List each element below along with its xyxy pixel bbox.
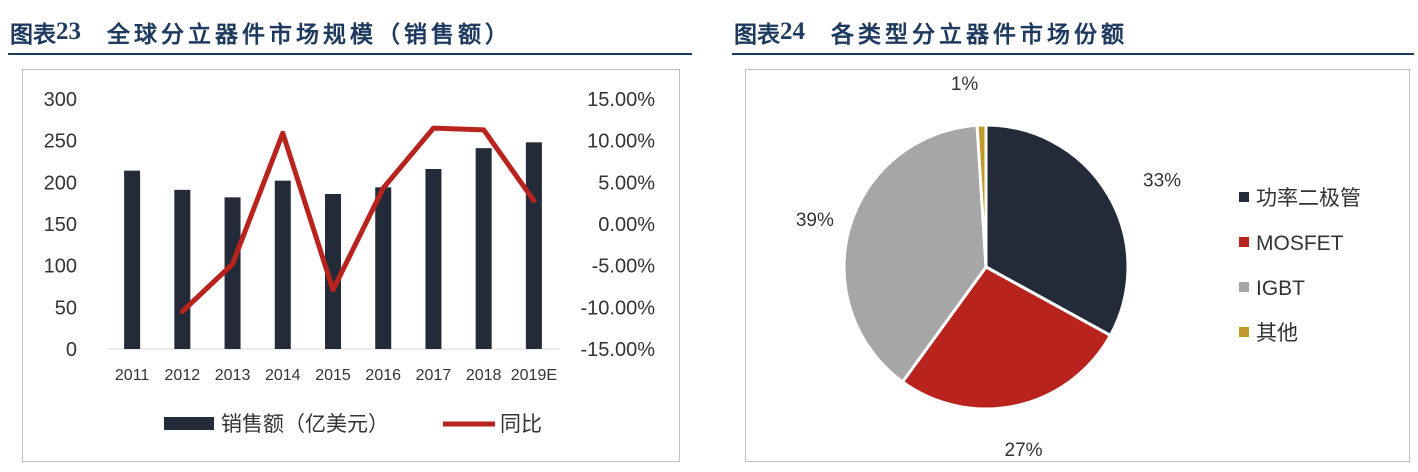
left-axis-tick-label: 150	[44, 214, 77, 236]
right-axis-tick-label: 10.00%	[587, 131, 655, 153]
right-axis-tick-label: 5.00%	[598, 172, 655, 194]
yoy-growth-line	[179, 125, 537, 314]
pie-slice	[975, 123, 988, 268]
left-figure-caption: 全球分立器件市场规模（销售额）	[107, 22, 512, 48]
pie-data-label: 39%	[796, 210, 834, 231]
sales-bar	[174, 189, 191, 349]
sales-bar	[124, 170, 141, 349]
x-axis-tick-label: 2016	[365, 367, 401, 384]
pie-data-label: 27%	[1005, 440, 1043, 461]
right-figure-number: 24	[780, 18, 805, 45]
legend-label: 其他	[1256, 322, 1298, 345]
legend-swatch	[1239, 192, 1249, 202]
pie-slice	[900, 265, 1113, 411]
legend-label: MOSFET	[1256, 232, 1344, 255]
sales-bar	[325, 194, 341, 349]
left-axis-tick-label: 50	[55, 297, 77, 319]
left-axis-tick-label: 0	[66, 339, 77, 361]
bar-line-chart: 0 50 100 150 200 250 300 -15.00% -10.00% -5.00% 0…	[44, 89, 656, 436]
pie-chart-frame: 33% 27% 39% 1% 功率二极管 MOSFET IGBT 其他	[745, 69, 1410, 462]
left-figure-number: 23	[56, 18, 81, 45]
x-axis-tick-label: 2015	[315, 367, 351, 384]
legend-label-sales: 销售额（亿美元）	[221, 413, 389, 436]
left-axis-tick-label: 200	[44, 172, 77, 194]
right-axis-tick-label: -15.00%	[581, 339, 656, 361]
x-axis-tick-label: 2013	[215, 367, 251, 384]
x-axis-tick-label: 2017	[416, 367, 452, 384]
sales-bar	[224, 197, 241, 349]
legend-swatch-bar	[164, 417, 214, 430]
legend-swatch	[1239, 327, 1249, 337]
pie-data-label: 33%	[1143, 170, 1181, 191]
left-figure-title: 图表 23 全球分立器件市场规模（销售额）	[10, 12, 512, 52]
pie-chart: 33% 27% 39% 1% 功率二极管 MOSFET IGBT 其他	[796, 74, 1361, 461]
right-figure-caption: 各类型分立器件市场份额	[831, 22, 1128, 48]
x-axis-tick-label: 2019E	[511, 367, 557, 384]
left-figure-label: 图表	[10, 22, 56, 48]
x-axis-tick-label: 2012	[165, 367, 201, 384]
right-title-rule	[732, 53, 1414, 55]
x-axis-tick-label: 2018	[466, 367, 502, 384]
right-axis-tick-label: 0.00%	[598, 214, 655, 236]
right-figure-title: 图表 24 各类型分立器件市场份额	[734, 12, 1128, 52]
sales-bar	[525, 142, 542, 349]
pie-data-label: 1%	[951, 74, 979, 95]
pie-slice	[842, 123, 988, 384]
sales-bar	[425, 169, 442, 349]
x-axis-tick-label: 2011	[115, 367, 150, 384]
right-axis-tick-label: -10.00%	[581, 297, 656, 319]
right-axis-tick-label: 15.00%	[587, 89, 655, 111]
sales-bar	[475, 148, 492, 349]
left-title-rule	[8, 53, 692, 55]
left-axis-tick-label: 100	[44, 256, 77, 278]
sales-bar	[274, 180, 291, 349]
sales-bar	[375, 187, 392, 349]
pie-slice	[984, 123, 1130, 338]
legend-label: 功率二极管	[1256, 187, 1361, 210]
right-axis-tick-label: -5.00%	[592, 256, 656, 278]
bar-line-chart-frame: 0 50 100 150 200 250 300 -15.00% -10.00% -5.00% 0…	[22, 69, 680, 462]
legend-label-yoy: 同比	[500, 413, 542, 436]
legend-swatch	[1239, 282, 1249, 292]
left-axis-tick-label: 300	[44, 89, 77, 111]
x-axis-tick-label: 2014	[265, 367, 301, 384]
right-figure-label: 图表	[734, 22, 780, 48]
legend-label: IGBT	[1256, 277, 1305, 300]
legend-swatch	[1239, 237, 1249, 247]
left-axis-tick-label: 250	[44, 131, 77, 153]
